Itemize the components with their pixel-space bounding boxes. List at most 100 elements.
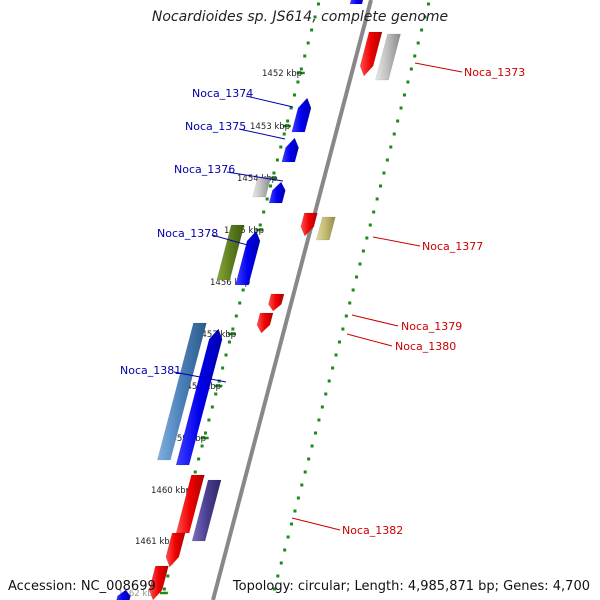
leader-line (351, 314, 399, 327)
gene-noca-1382-slate[interactable] (191, 479, 222, 542)
tick-mark (296, 80, 300, 84)
label-leader-lines (173, 62, 463, 531)
gene-noca-1378-olive[interactable] (216, 224, 245, 281)
tick-mark (238, 301, 242, 305)
topology-text: Topology: circular; Length: 4,985,871 bp… (232, 579, 590, 594)
tick-mark (300, 483, 304, 487)
gene-label-noca-1376[interactable]: Noca_1376 (174, 163, 235, 176)
tick-mark (272, 171, 276, 175)
tick-mark (344, 314, 348, 318)
tick-mark (262, 210, 266, 214)
kbp-label: 1462 kbp (118, 589, 158, 599)
tick-mark (258, 223, 262, 227)
gene-noca-1377-tan[interactable] (315, 216, 336, 241)
gene-noca-1382-red[interactable] (175, 474, 205, 534)
gene-label-noca-1379[interactable]: Noca_1379 (401, 320, 462, 333)
tick-mark (197, 457, 201, 461)
gene-noca-1376-blue[interactable] (268, 181, 286, 204)
gene-label-noca-1381[interactable]: Noca_1381 (120, 364, 181, 377)
tick-mark (279, 145, 283, 149)
tick-mark (193, 470, 197, 474)
tick-mark (372, 210, 376, 214)
leader-line (226, 171, 284, 182)
tick-mark (420, 28, 424, 32)
genome-title: Nocardioides sp. JS614, complete genome (151, 9, 449, 25)
tick-mark (293, 509, 297, 513)
gene-red-lower-1[interactable] (165, 532, 186, 568)
gene-top-partial[interactable] (349, 0, 365, 5)
gene-noca-1381-blue[interactable] (175, 328, 223, 466)
gene-red-lower-2[interactable] (148, 565, 169, 600)
tick-mark (368, 223, 372, 227)
leader-line (346, 333, 393, 347)
leader-line (372, 236, 421, 247)
tick-mark (310, 444, 314, 448)
tick-mark (316, 2, 320, 6)
gene-noca-1377-red[interactable] (300, 212, 318, 237)
leader-line (238, 128, 286, 140)
tick-mark (289, 106, 293, 110)
gene-group (115, 0, 401, 600)
tick-mark (166, 574, 170, 578)
tick-mark (241, 288, 245, 292)
gene-noca-1375[interactable] (281, 137, 299, 163)
tick-mark (402, 93, 406, 97)
leader-line (173, 371, 227, 383)
tick-mark (306, 41, 310, 45)
tick-mark (361, 249, 365, 253)
kbp-label: 1461 kbp (135, 537, 175, 547)
gene-label-noca-1382[interactable]: Noca_1382 (342, 524, 403, 537)
gene-label-noca-1375[interactable]: Noca_1375 (185, 120, 246, 133)
tick-mark (286, 119, 290, 123)
gene-noca-1374[interactable] (291, 97, 312, 133)
tick-mark (355, 275, 359, 279)
gene-noca-1373-gray[interactable] (375, 33, 401, 81)
tick-mark (279, 561, 283, 565)
tick-mark (351, 288, 355, 292)
tick-mark (269, 184, 273, 188)
tick-mark (292, 93, 296, 97)
tick-mark (413, 54, 417, 58)
tick-mark (313, 15, 317, 19)
gene-noca-1378-blue[interactable] (235, 230, 261, 286)
gene-noca-1373-red[interactable] (359, 31, 383, 77)
tick-mark (307, 457, 311, 461)
kbp-label: 1453 kbp (250, 122, 290, 132)
tick-mark (276, 574, 280, 578)
gene-label-noca-1377[interactable]: Noca_1377 (422, 240, 483, 253)
gene-label-noca-1378[interactable]: Noca_1378 (157, 227, 218, 240)
leader-line (291, 517, 341, 531)
tick-mark (399, 106, 403, 110)
tick-mark (382, 171, 386, 175)
tick-mark (207, 418, 211, 422)
leader-line (211, 234, 259, 249)
tick-mark (265, 197, 269, 201)
tick-mark (310, 28, 314, 32)
tick-mark (375, 197, 379, 201)
gene-noca-1380[interactable] (256, 312, 274, 334)
gene-noca-1379[interactable] (268, 293, 285, 312)
tick-mark (275, 158, 279, 162)
gene-noca-1381-steel[interactable] (157, 322, 207, 461)
tick-mark (272, 587, 276, 591)
tick-mark (423, 15, 427, 19)
tick-mark (200, 444, 204, 448)
gene-noca-1376-gray[interactable] (252, 176, 272, 198)
tick-mark (227, 340, 231, 344)
gene-label-noca-1374[interactable]: Noca_1374 (192, 87, 253, 100)
gene-bottom-blue[interactable] (115, 589, 131, 600)
tick-mark (231, 327, 235, 331)
tick-mark (203, 431, 207, 435)
gene-label-noca-1373[interactable]: Noca_1373 (464, 66, 525, 79)
tick-mark (221, 366, 225, 370)
tick-mark (389, 145, 393, 149)
kbp-label: 1455 kbp (224, 226, 264, 236)
tick-mark (348, 301, 352, 305)
gene-label-noca-1380[interactable]: Noca_1380 (395, 340, 456, 353)
tick-mark (224, 353, 228, 357)
tick-mark (341, 327, 345, 331)
kbp-label: 1456 kbp (210, 278, 250, 288)
tick-mark (331, 366, 335, 370)
kbp-label: 1452 kbp (262, 69, 302, 79)
